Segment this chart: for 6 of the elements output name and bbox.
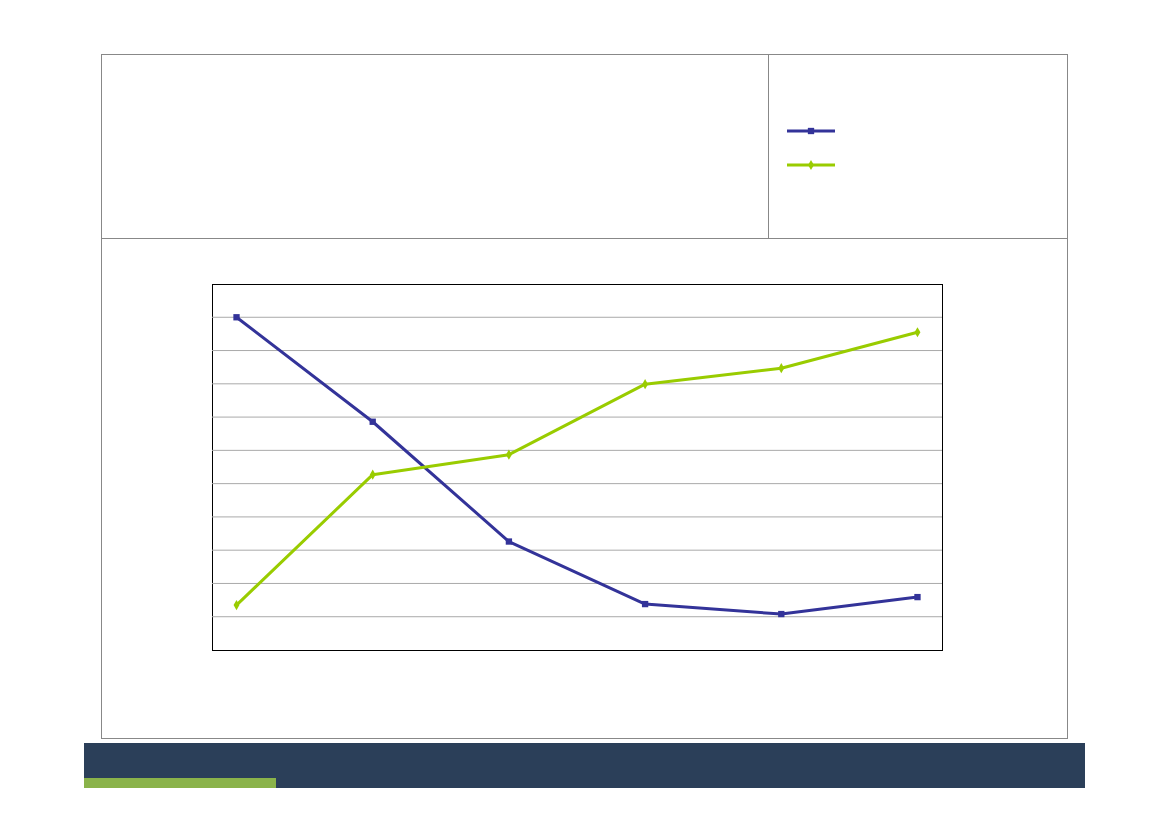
- point: [233, 314, 240, 321]
- point: [914, 593, 921, 601]
- point: [505, 538, 513, 545]
- point: [641, 600, 649, 608]
- point: [369, 418, 376, 425]
- point: [778, 610, 785, 618]
